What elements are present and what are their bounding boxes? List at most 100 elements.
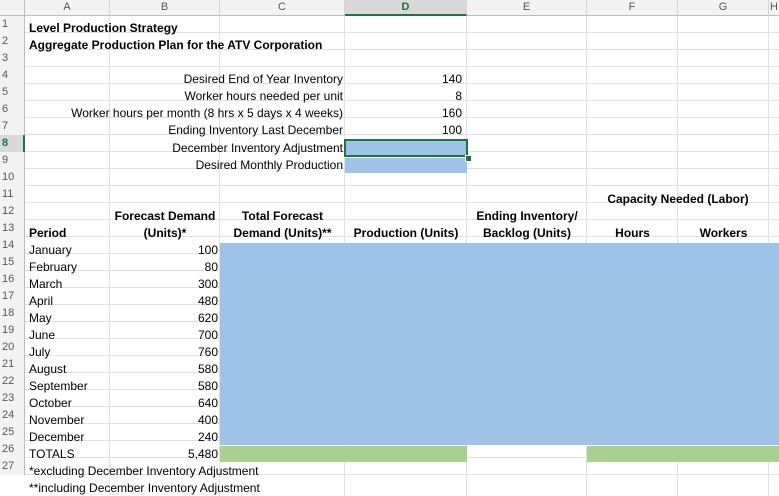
period-cell[interactable]: October <box>29 396 72 410</box>
period-cell[interactable]: December <box>29 430 85 444</box>
param-value-hours-per-month[interactable]: 160 <box>441 106 462 120</box>
column-header-f[interactable]: F <box>587 0 678 16</box>
param-label-monthly-production: Desired Monthly Production <box>195 158 343 172</box>
demand-cell[interactable]: 640 <box>197 396 218 410</box>
row-header[interactable]: 16 <box>0 271 25 288</box>
header-hours: Hours <box>615 226 650 240</box>
column-header-e[interactable]: E <box>467 0 587 16</box>
param-label-ending-inventory: Ending Inventory Last December <box>168 123 343 137</box>
demand-cell[interactable]: 620 <box>197 311 218 325</box>
header-total-line2: Demand (Units)** <box>233 226 332 240</box>
demand-cell[interactable]: 760 <box>197 345 218 359</box>
active-cell-d8[interactable] <box>344 139 468 157</box>
december-adjustment-input[interactable] <box>345 141 467 156</box>
row-header[interactable]: 27 <box>0 458 25 475</box>
column-header-c[interactable]: C <box>220 0 345 16</box>
gridline <box>25 219 779 220</box>
row-header[interactable]: 7 <box>0 118 25 135</box>
row-header[interactable]: 8 <box>0 135 25 152</box>
row-header[interactable]: 14 <box>0 237 25 254</box>
row-header[interactable]: 24 <box>0 407 25 424</box>
demand-cell[interactable]: 400 <box>197 413 218 427</box>
param-value-end-inventory[interactable]: 140 <box>441 72 462 86</box>
row-header[interactable]: 22 <box>0 373 25 390</box>
row-header[interactable]: 6 <box>0 101 25 118</box>
header-total-line1: Total Forecast <box>241 209 324 223</box>
gridline <box>25 83 779 84</box>
param-label-december-adjustment: December Inventory Adjustment <box>172 141 343 155</box>
header-workers: Workers <box>699 226 748 240</box>
demand-cell[interactable]: 580 <box>197 362 218 376</box>
gridline <box>25 474 779 475</box>
period-cell[interactable]: September <box>29 379 88 393</box>
row-header[interactable]: 18 <box>0 305 25 322</box>
demand-cell[interactable]: 700 <box>197 328 218 342</box>
row-header[interactable]: 2 <box>0 33 25 50</box>
row-header[interactable]: 11 <box>0 186 25 203</box>
gridline <box>25 134 779 135</box>
column-header-g[interactable]: G <box>678 0 769 16</box>
demand-cell[interactable]: 80 <box>204 260 218 274</box>
column-header-h[interactable]: H <box>769 0 779 16</box>
row-header[interactable]: 23 <box>0 390 25 407</box>
row-header[interactable]: 4 <box>0 67 25 84</box>
period-cell[interactable]: June <box>29 328 56 342</box>
fill-handle[interactable] <box>465 155 472 162</box>
totals-fill-left <box>220 446 467 462</box>
period-cell[interactable]: November <box>29 413 85 427</box>
period-cell[interactable]: May <box>29 311 52 325</box>
totals-demand[interactable]: 5,480 <box>187 447 218 461</box>
totals-fill-right <box>587 446 779 462</box>
gridline <box>25 49 779 50</box>
row-header[interactable]: 13 <box>0 220 25 237</box>
row-header[interactable]: 9 <box>0 152 25 169</box>
param-value-ending-inventory[interactable]: 100 <box>441 123 462 137</box>
capacity-header: Capacity Needed (Labor) <box>607 192 749 206</box>
column-header-b[interactable]: B <box>110 0 220 16</box>
select-all-corner[interactable] <box>0 0 25 16</box>
header-forecast-line2: (Units)* <box>143 226 187 240</box>
demand-cell[interactable]: 580 <box>197 379 218 393</box>
row-header[interactable]: 25 <box>0 424 25 441</box>
input-area[interactable] <box>220 243 779 445</box>
row-header[interactable]: 26 <box>0 441 25 458</box>
gridline <box>25 32 779 33</box>
row-header[interactable]: 20 <box>0 339 25 356</box>
param-value-hours-per-unit[interactable]: 8 <box>455 89 462 103</box>
gridline <box>25 117 779 118</box>
row-header[interactable]: 5 <box>0 84 25 101</box>
gridline <box>25 202 779 203</box>
demand-cell[interactable]: 300 <box>197 277 218 291</box>
period-cell[interactable]: March <box>29 277 63 291</box>
row-header[interactable]: 15 <box>0 254 25 271</box>
header-period: Period <box>29 226 67 240</box>
header-ending-line2: Backlog (Units) <box>482 226 571 240</box>
column-header-a[interactable]: A <box>25 0 110 16</box>
row-header[interactable]: 21 <box>0 356 25 373</box>
period-cell[interactable]: February <box>29 260 78 274</box>
param-label-hours-per-month: Worker hours per month (8 hrs x 5 days x… <box>71 106 343 120</box>
monthly-production-input[interactable] <box>345 158 467 173</box>
row-header[interactable]: 10 <box>0 169 25 186</box>
row-header[interactable]: 17 <box>0 288 25 305</box>
footnote-including: **including December Inventory Adjustmen… <box>29 481 260 495</box>
column-header-d[interactable]: D <box>345 0 467 16</box>
demand-cell[interactable]: 100 <box>197 243 218 257</box>
row-header[interactable]: 3 <box>0 50 25 67</box>
demand-cell[interactable]: 480 <box>197 294 218 308</box>
subtitle: Aggregate Production Plan for the ATV Co… <box>29 38 323 52</box>
gridline <box>25 185 779 186</box>
gridline <box>25 100 779 101</box>
row-header[interactable]: 19 <box>0 322 25 339</box>
row-header[interactable]: 12 <box>0 203 25 220</box>
period-cell[interactable]: August <box>29 362 67 376</box>
demand-cell[interactable]: 240 <box>197 430 218 444</box>
row-header[interactable]: 1 <box>0 16 25 33</box>
period-cell[interactable]: January <box>29 243 72 257</box>
title: Level Production Strategy <box>29 21 178 35</box>
period-cell[interactable]: April <box>29 294 54 308</box>
period-cell[interactable]: July <box>29 345 51 359</box>
gridline <box>109 16 110 496</box>
totals-label[interactable]: TOTALS <box>29 447 75 461</box>
